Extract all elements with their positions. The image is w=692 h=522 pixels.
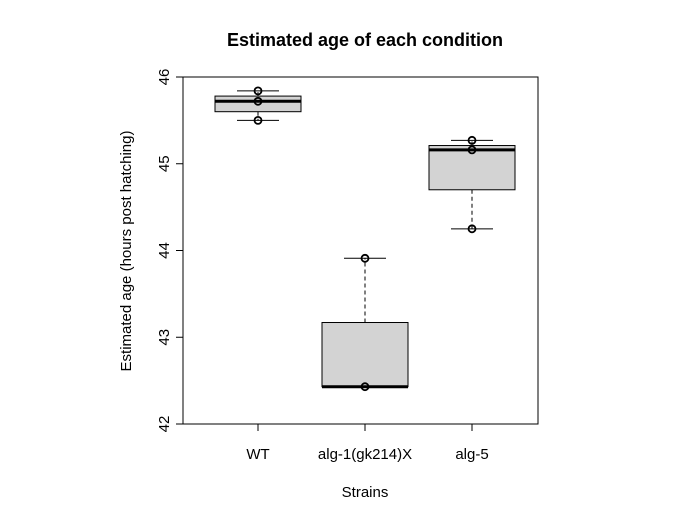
box-group-2: [321, 253, 409, 392]
x-axis-label: Strains: [342, 484, 389, 501]
y-tick-label: 44: [156, 242, 173, 259]
chart-title: Estimated age of each condition: [227, 30, 503, 50]
data-point: [467, 145, 477, 155]
y-tick-label: 46: [156, 69, 173, 86]
y-tick-label: 45: [156, 155, 173, 172]
x-axis: WT alg-1(gk214)X alg-5: [246, 424, 489, 463]
x-tick-label: alg-1(gk214)X: [318, 446, 412, 463]
iqr-box: [321, 322, 409, 388]
y-tick-label: 42: [156, 416, 173, 433]
data-point: [253, 115, 263, 125]
boxes-layer: [214, 86, 516, 392]
iqr-box: [428, 145, 516, 191]
data-point: [253, 86, 263, 96]
y-tick-label: 43: [156, 329, 173, 346]
box-group-3: [428, 135, 516, 234]
box-group-1: [214, 86, 302, 125]
data-point: [253, 96, 263, 106]
y-axis-label: Estimated age (hours post hatching): [118, 131, 135, 372]
data-point: [467, 224, 477, 234]
data-point: [360, 382, 370, 392]
data-point: [467, 135, 477, 145]
data-point: [360, 253, 370, 263]
x-tick-label: WT: [246, 446, 269, 463]
x-tick-label: alg-5: [455, 446, 488, 463]
y-axis: 42 43 44 45 46: [156, 69, 183, 433]
